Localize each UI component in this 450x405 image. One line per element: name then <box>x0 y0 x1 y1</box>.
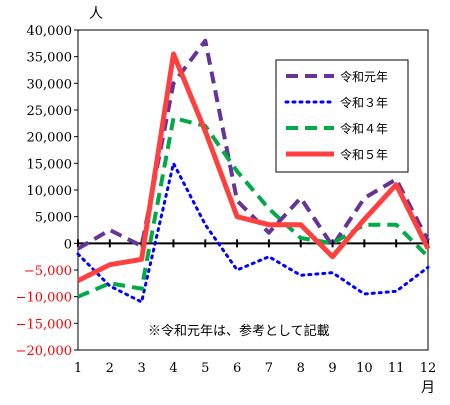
series-lines <box>76 38 431 304</box>
legend-label: 令和４年 <box>340 121 388 136</box>
y-tick-label: 30,000 <box>27 77 73 92</box>
legend-label: 令和３年 <box>340 95 388 110</box>
y-tick-label: −15,000 <box>16 317 72 332</box>
x-tick-label: 11 <box>388 361 405 376</box>
y-tick-label: 0 <box>64 237 72 252</box>
y-tick-label: 5,000 <box>35 211 72 226</box>
legend-label: 令和５年 <box>340 147 388 162</box>
series-line-2 <box>76 161 430 304</box>
x-tick-label: 5 <box>201 361 209 376</box>
x-tick-label: 1 <box>74 361 82 376</box>
x-tick-label: 12 <box>420 361 437 376</box>
series-line-3 <box>77 116 430 299</box>
x-tick-label: 9 <box>328 361 336 376</box>
x-tick-label: 2 <box>106 361 114 376</box>
y-tick-label: 40,000 <box>27 24 73 39</box>
x-axis-tick-labels: 1 2 3 4 5 6 7 8 9 10 11 12 <box>74 361 436 376</box>
x-axis-unit: 月 <box>421 380 435 396</box>
y-axis-tick-labels: 40,000 35,000 30,000 25,000 20,000 15,000 10,0… <box>16 24 72 359</box>
y-axis-unit: 人 <box>89 6 103 22</box>
series-line-4 <box>76 51 431 283</box>
y-tick-label: 15,000 <box>27 157 73 172</box>
x-tick-label: 4 <box>169 361 177 376</box>
x-tick-label: 8 <box>297 361 305 376</box>
x-tick-label: 10 <box>356 361 373 376</box>
series-line-1 <box>76 38 430 251</box>
y-tick-label: −20,000 <box>16 344 72 359</box>
y-tick-label: 35,000 <box>27 51 73 66</box>
legend-label: 令和元年 <box>340 69 388 84</box>
y-tick-label: 10,000 <box>27 184 73 199</box>
y-tick-label: −10,000 <box>16 291 72 306</box>
y-tick-label: −5,000 <box>24 264 72 279</box>
y-tick-label: 20,000 <box>27 131 73 146</box>
x-tick-label: 7 <box>265 361 273 376</box>
chart-note: ※令和元年は、参考として記載 <box>148 323 330 339</box>
y-tick-label: 25,000 <box>27 104 73 119</box>
x-tick-label: 6 <box>233 361 241 376</box>
x-tick-label: 3 <box>137 361 145 376</box>
